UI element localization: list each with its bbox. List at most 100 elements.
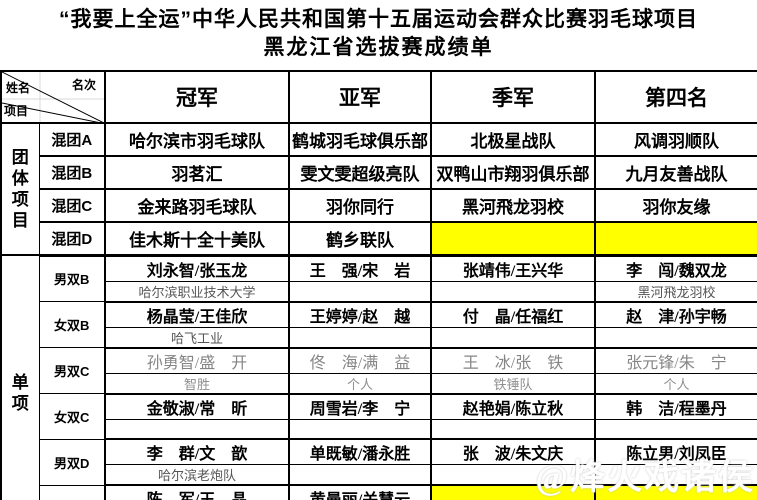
club-cell <box>594 464 757 486</box>
column-header-third: 季军 <box>430 70 596 124</box>
result-cell: 羽你同行 <box>288 188 432 223</box>
players-cell: 金敬淑/常 昕 <box>104 393 290 420</box>
players-cell: 韩 洁/程墨丹 <box>594 393 757 420</box>
players-cell: 陈立男/刘凤臣 <box>594 438 757 465</box>
club-cell <box>288 464 432 486</box>
players-cell: 陈 军/王 晶 <box>104 484 290 500</box>
table-row-md-d-names: 男双D 李 群/文 歆 单既敏/潘永胜 张 波/朱文庆 陈立男/刘凤臣 <box>1 438 757 486</box>
players-cell: 王 强/宋 岩 <box>288 254 432 282</box>
result-cell: 羽茗汇 <box>104 155 290 190</box>
players-cell: 佟 海/满 益 <box>288 347 432 374</box>
players-cell: 张靖伟/王兴华 <box>430 254 596 282</box>
players-cell: 张 波/朱文庆 <box>430 438 596 465</box>
players-cell: 李 闯/魏双龙 <box>594 254 757 282</box>
players-cell-empty-highlight <box>594 484 757 500</box>
table-row-mixed-team-b: 混团B 羽茗汇 雯文雯超级亮队 双鸭山市翔羽俱乐部 九月友善战队 <box>1 155 757 190</box>
table-row-mixed-team-a: 团体项目 混团A 哈尔滨市羽毛球队 鹤城羽毛球俱乐部 北极星战队 风调羽顺队 <box>0 122 757 256</box>
players-cell: 单既敏/潘永胜 <box>288 438 432 465</box>
event-label: 男双D <box>38 438 106 486</box>
event-label: 女双D <box>38 484 106 500</box>
table-row-wd-d-names: 女双D 陈 军/王 晶 黄曼丽/关慧云 <box>1 484 757 500</box>
club-cell <box>430 280 596 303</box>
club-cell <box>594 326 757 349</box>
players-cell: 张元锋/朱 宁 <box>594 347 757 374</box>
title-block: “我要上全运”中华人民共和国第十五届运动会群众比赛羽毛球项目 黑龙江省选拔赛成绩… <box>0 0 757 70</box>
group-label-individual: 单项 <box>0 254 40 500</box>
club-cell <box>288 418 432 440</box>
event-label: 混团B <box>38 155 106 190</box>
column-header-champion: 冠军 <box>104 70 290 124</box>
result-cell: 鹤乡联队 <box>288 221 432 257</box>
group-label-team: 团体项目 <box>0 122 40 256</box>
event-label: 男双C <box>38 347 106 394</box>
club-cell <box>104 418 290 440</box>
players-cell: 赵艳娟/陈立秋 <box>430 393 596 420</box>
column-header-fourth: 第四名 <box>594 70 757 124</box>
result-cell: 风调羽顺队 <box>594 122 757 157</box>
header-row: 姓名 名次 项目 冠军 亚军 季军 第四名 <box>0 70 757 124</box>
diagonal-corner-cell: 姓名 名次 项目 <box>0 70 106 124</box>
event-label: 男双B <box>38 254 106 302</box>
result-cell: 羽你友缘 <box>594 188 757 223</box>
club-cell <box>430 418 596 440</box>
club-cell: 个人 <box>594 372 757 395</box>
diagonal-lines <box>2 72 104 121</box>
players-cell: 付 晶/任福红 <box>430 301 596 328</box>
club-cell <box>288 326 432 349</box>
page-title-line1: “我要上全运”中华人民共和国第十五届运动会群众比赛羽毛球项目 <box>59 8 698 31</box>
club-cell: 铁锤队 <box>430 372 596 395</box>
table-row-md-b-names: 单项 男双B 刘永智/张玉龙 王 强/宋 岩 张靖伟/王兴华 李 闯/魏双龙 <box>0 254 757 500</box>
players-cell-empty-highlight <box>430 484 596 500</box>
event-label: 混团D <box>38 221 106 257</box>
result-cell-empty-highlight <box>594 221 757 257</box>
players-cell: 杨晶莹/王佳欣 <box>104 301 290 328</box>
result-cell-empty-highlight <box>430 221 596 257</box>
table-row-md-b-clubs: 哈尔滨职业技术大学 黑河飛龙羽校 <box>1 280 757 303</box>
result-cell: 九月友善战队 <box>594 155 757 190</box>
corner-label-name: 姓名 <box>6 81 31 95</box>
table-row-md-c-names: 男双C 孙勇智/盛 开 佟 海/满 益 王 冰/张 铁 张元锋/朱 宁 <box>1 347 757 394</box>
players-cell: 王 冰/张 铁 <box>430 347 596 374</box>
event-label: 混团A <box>38 122 106 157</box>
players-cell: 周雪岩/李 宁 <box>288 393 432 420</box>
table-row-wd-c-names: 女双C 金敬淑/常 昕 周雪岩/李 宁 赵艳娟/陈立秋 韩 洁/程墨丹 <box>1 393 757 440</box>
table-row-wd-b-names: 女双B 杨晶莹/王佳欣 王婷婷/赵 越 付 晶/任福红 赵 津/孙宇畅 <box>1 301 757 348</box>
club-cell: 黑河飛龙羽校 <box>594 280 757 303</box>
club-cell <box>594 418 757 440</box>
table-row-md-d-clubs: 哈尔滨老炮队 <box>1 464 757 486</box>
team-section: 团体项目 混团A 哈尔滨市羽毛球队 鹤城羽毛球俱乐部 北极星战队 风调羽顺队 混… <box>0 122 757 257</box>
event-label: 混团C <box>38 188 106 223</box>
club-cell: 哈尔滨老炮队 <box>104 464 290 486</box>
players-cell: 赵 津/孙宇畅 <box>594 301 757 328</box>
corner-label-event: 项目 <box>4 104 29 118</box>
result-cell: 哈尔滨市羽毛球队 <box>104 122 290 157</box>
result-cell: 北极星战队 <box>430 122 596 157</box>
result-cell: 佳木斯十全十美队 <box>104 221 290 257</box>
event-label: 女双B <box>38 301 106 348</box>
result-cell: 黑河飛龙羽校 <box>430 188 596 223</box>
club-cell <box>430 464 596 486</box>
club-cell: 智胜 <box>104 372 290 395</box>
result-cell: 鹤城羽毛球俱乐部 <box>288 122 432 157</box>
results-table: 姓名 名次 项目 冠军 亚军 季军 第四名 团体项目 混团A 哈尔滨市羽毛球队 … <box>0 70 757 500</box>
players-cell: 黄曼丽/关慧云 <box>288 484 432 500</box>
corner-label-rank: 名次 <box>71 78 96 92</box>
page-title-line2: 黑龙江省选拔赛成绩单 <box>263 36 494 59</box>
players-cell: 孙勇智/盛 开 <box>104 347 290 374</box>
players-cell: 刘永智/张玉龙 <box>104 254 290 282</box>
players-cell: 李 群/文 歆 <box>104 438 290 465</box>
club-cell <box>430 326 596 349</box>
event-label: 女双C <box>38 393 106 440</box>
result-cell: 金来路羽毛球队 <box>104 188 290 223</box>
result-cell: 雯文雯超级亮队 <box>288 155 432 190</box>
club-cell <box>288 280 432 303</box>
table-row-mixed-team-d: 混团D 佳木斯十全十美队 鹤乡联队 <box>1 221 757 257</box>
table-row-wd-b-clubs: 哈飞工业 <box>1 326 757 349</box>
result-cell: 双鸭山市翔羽俱乐部 <box>430 155 596 190</box>
club-cell: 个人 <box>288 372 432 395</box>
club-cell: 哈尔滨职业技术大学 <box>104 280 290 303</box>
individual-section: 单项 男双B 刘永智/张玉龙 王 强/宋 岩 张靖伟/王兴华 李 闯/魏双龙 哈… <box>0 254 757 500</box>
club-cell: 哈飞工业 <box>104 326 290 349</box>
players-cell: 王婷婷/赵 越 <box>288 301 432 328</box>
